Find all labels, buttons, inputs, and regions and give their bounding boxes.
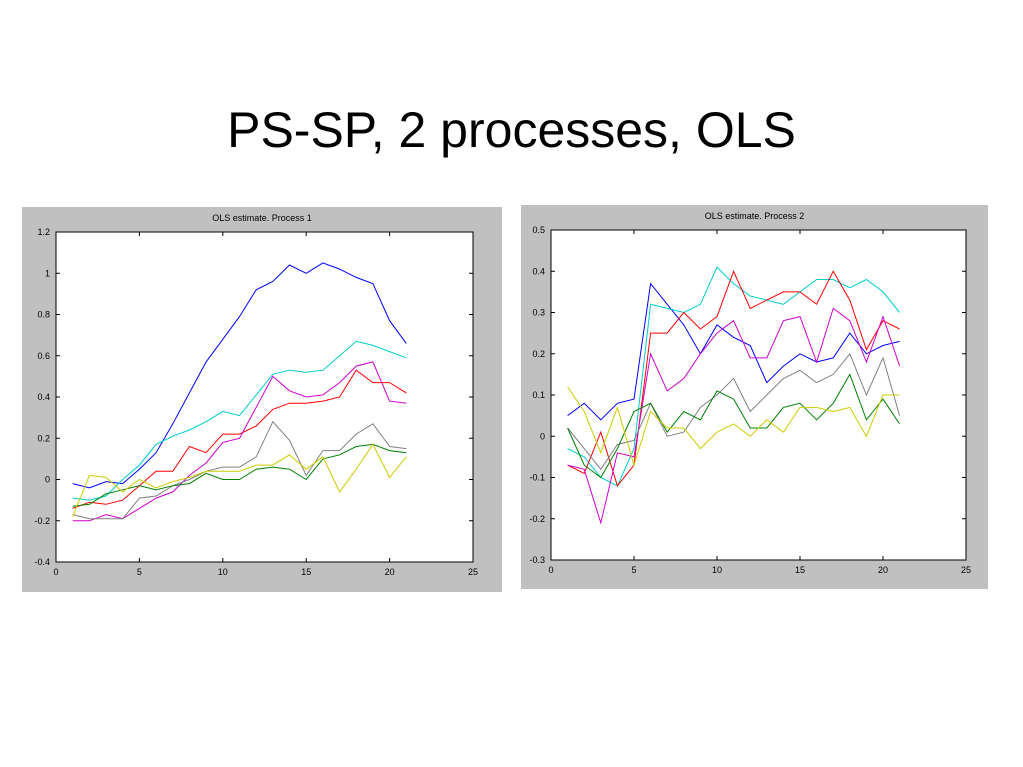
y-tick-label: 0	[540, 431, 545, 441]
figure-process-1: OLS estimate. Process 1 0 5 10 15 20 25 -0.4 -0.…	[22, 207, 502, 592]
y-tick-label: 0.3	[532, 308, 545, 318]
x-tick-label: 25	[961, 565, 971, 575]
x-tick-label: 25	[468, 567, 478, 577]
series-line-2	[72, 340, 407, 501]
x-tick-label: 5	[631, 565, 636, 575]
y-tick-label: 1.2	[37, 227, 50, 237]
y-tick-label: 0	[45, 475, 50, 485]
series-line-6	[72, 443, 407, 507]
y-tick-label: 0.6	[37, 351, 50, 361]
series-line-4	[72, 361, 407, 522]
x-tick-label: 15	[301, 567, 311, 577]
y-tick-label: 0.1	[532, 390, 545, 400]
plot-area	[55, 231, 474, 563]
y-tick-label: 0.5	[532, 225, 545, 235]
series-line-7	[72, 443, 407, 517]
series-line-5	[567, 352, 901, 471]
plot-area	[550, 229, 967, 561]
x-tick-label: 5	[137, 567, 142, 577]
x-tick-label: 20	[385, 567, 395, 577]
x-tick-label: 10	[712, 565, 722, 575]
slide-title: PS-SP, 2 processes, OLS	[227, 102, 796, 158]
series-line-5	[72, 420, 407, 520]
series-line-7	[567, 386, 900, 467]
y-tick-label: 1	[45, 268, 50, 278]
series-line-2	[567, 266, 900, 487]
figure-process-2: OLS estimate. Process 2 0 5 10 15 20 25 -0.3 -0.…	[521, 205, 988, 589]
series-line-6	[567, 373, 901, 479]
y-tick-label: 0.4	[532, 266, 545, 276]
chart-process-2: OLS estimate. Process 2 0 5 10 15 20 25 -0.3 -0.…	[529, 211, 971, 575]
x-tick-label: 10	[218, 567, 228, 577]
y-tick-label: -0.1	[529, 473, 545, 483]
plot-title: OLS estimate. Process 2	[705, 211, 805, 221]
y-tick-label: 0.4	[37, 392, 50, 402]
y-tick-label: 0.2	[532, 349, 545, 359]
series-line-4	[567, 307, 901, 525]
series-line-3	[567, 269, 900, 487]
x-tick-label: 0	[548, 565, 553, 575]
series-line-3	[72, 369, 407, 509]
y-tick-label: 0.8	[37, 310, 50, 320]
y-tick-label: -0.3	[529, 555, 545, 565]
x-tick-label: 20	[878, 565, 888, 575]
plot-title: OLS estimate. Process 1	[212, 213, 312, 223]
series-line-1	[72, 262, 407, 489]
y-tick-label: -0.2	[34, 516, 50, 526]
y-tick-label: -0.4	[34, 557, 50, 567]
y-tick-label: 0.2	[37, 433, 50, 443]
x-tick-label: 0	[53, 567, 58, 577]
chart-process-1: OLS estimate. Process 10 5 10 15 20 25-0.4-0.…	[34, 213, 478, 577]
series-line-1	[567, 282, 900, 421]
y-tick-label: -0.2	[529, 514, 545, 524]
x-tick-label: 15	[795, 565, 805, 575]
